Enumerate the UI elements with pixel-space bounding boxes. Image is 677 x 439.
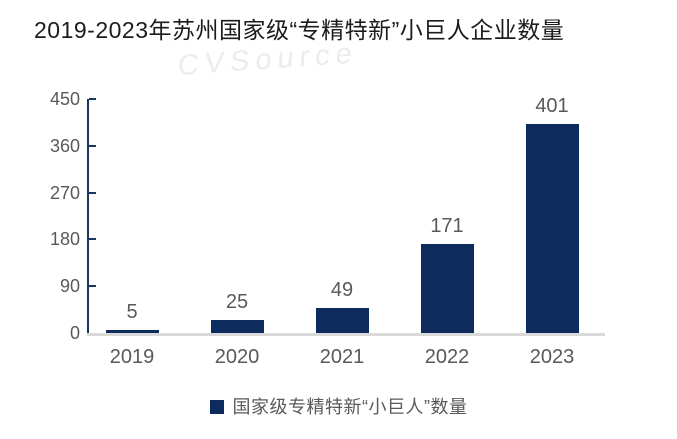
bar-2023 (525, 124, 579, 333)
x-tick-label-2020: 2020 (214, 346, 260, 368)
data-label-2021: 49 (330, 278, 354, 301)
bar-2020 (210, 320, 264, 333)
y-tick-label: 360 (49, 135, 80, 156)
y-tick-label: 0 (69, 323, 80, 343)
data-label-2019: 5 (126, 301, 138, 324)
y-axis-line (87, 99, 89, 335)
y-tick-mark (89, 285, 96, 288)
y-tick-mark (89, 144, 96, 147)
legend: 国家级专精特新“小巨人”数量 (0, 396, 677, 418)
y-tick-label: 180 (49, 229, 80, 250)
legend-label: 国家级专精特新“小巨人”数量 (232, 397, 468, 417)
x-axis-line (87, 333, 605, 336)
y-tick-label: 450 (49, 89, 80, 109)
x-tick-label-2023: 2023 (529, 346, 575, 368)
x-tick-label-2019: 2019 (109, 346, 155, 368)
data-label-2023: 401 (535, 95, 569, 118)
x-tick-label-2022: 2022 (424, 346, 470, 368)
y-tick-mark (89, 238, 96, 241)
chart-title: 2019-2023年苏州国家级“专精特新”小巨人企业数量 (34, 17, 565, 43)
bar-2021 (315, 307, 369, 333)
y-tick-label: 270 (49, 182, 80, 203)
bar-2019 (105, 330, 159, 333)
x-tick-label-2021: 2021 (319, 346, 365, 368)
legend-swatch (209, 400, 224, 414)
y-tick-mark (89, 191, 96, 194)
y-tick-mark (89, 98, 96, 100)
y-tick-label: 90 (59, 276, 80, 297)
data-label-2022: 171 (430, 215, 464, 238)
data-label-2020: 25 (225, 291, 249, 313)
bar-2022 (420, 244, 474, 333)
